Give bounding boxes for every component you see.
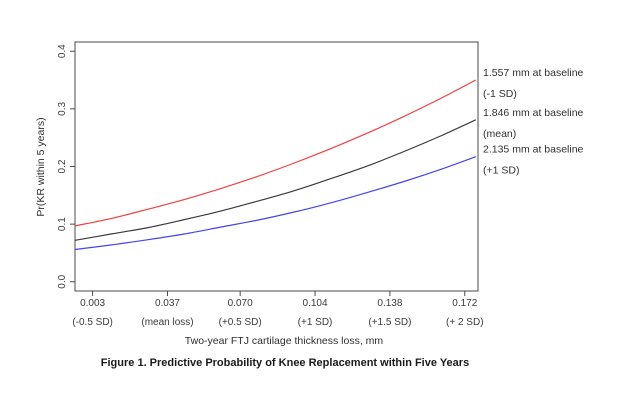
x-tick-label: 0.003: [80, 298, 105, 309]
x-tick-label: 0.138: [377, 298, 402, 309]
x-tick-sublabel: (+1.5 SD): [368, 317, 411, 328]
x-tick-sublabel: (+ 2 SD): [446, 317, 484, 328]
x-tick-label: 0.070: [228, 298, 253, 309]
series-curve-1: [74, 119, 477, 241]
y-tick-label: 0.2: [57, 159, 68, 173]
series-curve-0: [74, 79, 477, 227]
y-axis-title: Pr(KR within 5 years): [35, 117, 47, 216]
x-tick-label: 0.104: [303, 298, 328, 309]
y-tick-label: 0.0: [57, 274, 68, 288]
x-tick-label: 0.172: [452, 298, 477, 309]
x-tick-sublabel: (+0.5 SD): [219, 317, 262, 328]
plot-area: 0.003 (-0.5 SD) 0.037 (mean loss) 0.070 (+0.5…: [57, 44, 584, 328]
x-tick-sublabel: (+1 SD): [298, 317, 333, 328]
legend-label-line1: 1.846 mm at baseline: [483, 107, 584, 119]
x-tick-sublabel: (mean loss): [141, 317, 193, 328]
plot-box: [74, 41, 479, 292]
legend-label-line2: (mean): [483, 128, 516, 140]
legend-label-line1: 2.135 mm at baseline: [483, 144, 584, 156]
y-tick-label: 0.3: [57, 101, 68, 115]
x-axis-title: Two-year FTJ cartilage thickness loss, m…: [185, 335, 384, 347]
x-tick-label: 0.037: [155, 298, 180, 309]
y-tick-label: 0.4: [57, 44, 68, 58]
y-tick-label: 0.1: [57, 217, 68, 231]
legend-label-line2: (-1 SD): [483, 88, 517, 100]
legend-label-line1: 1.557 mm at baseline: [483, 67, 584, 79]
series-curve-2: [74, 156, 477, 251]
figure-caption: Figure 1. Predictive Probability of Knee…: [101, 357, 469, 369]
legend-label-line2: (+1 SD): [483, 165, 519, 177]
x-tick-sublabel: (-0.5 SD): [72, 317, 113, 328]
